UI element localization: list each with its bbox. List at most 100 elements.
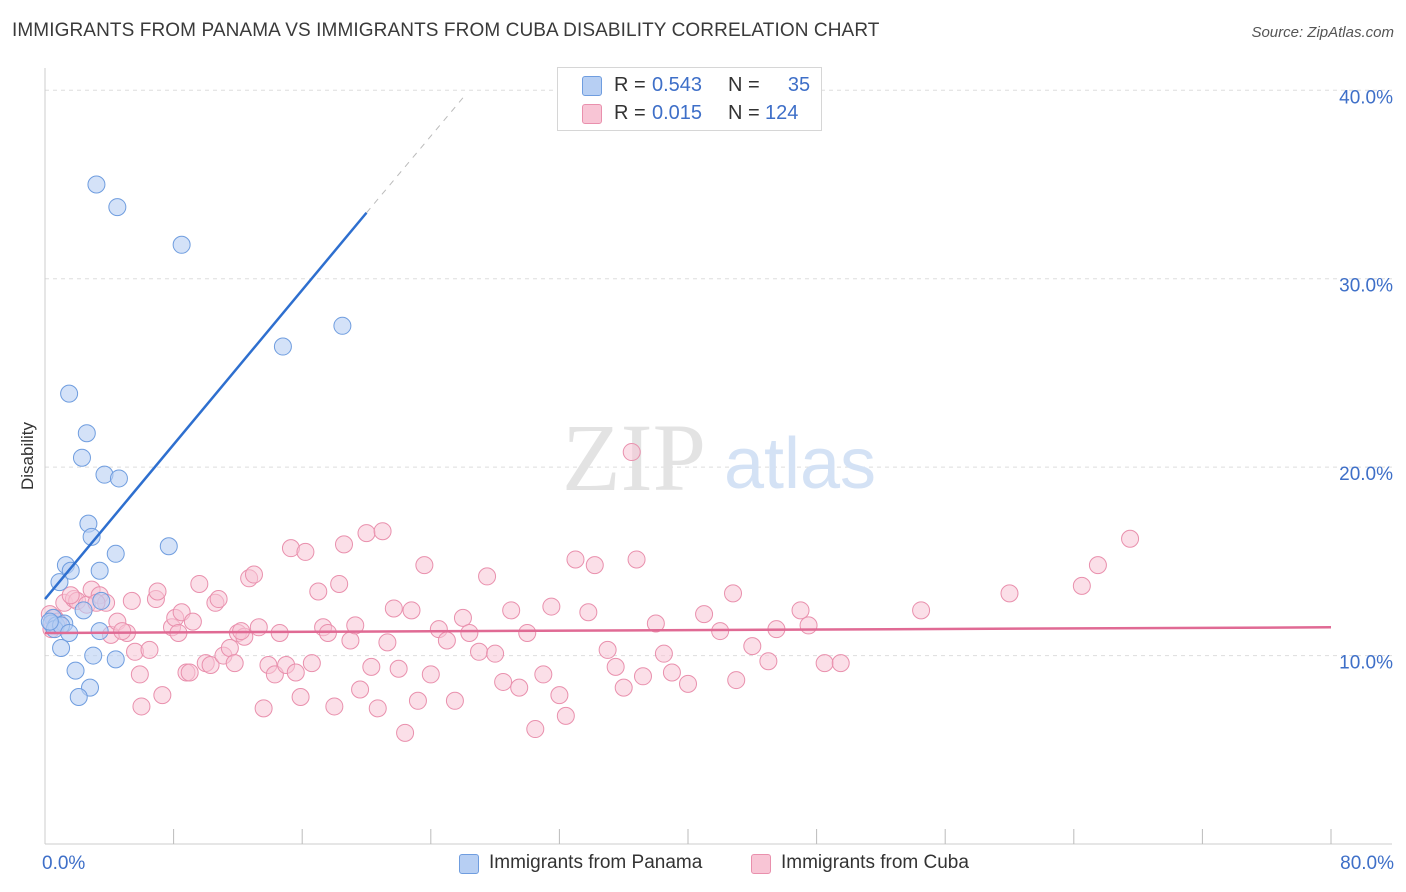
cuba-point xyxy=(351,680,370,699)
cuba-point xyxy=(831,654,850,673)
cuba-point xyxy=(132,697,151,716)
panama-swatch xyxy=(582,76,602,96)
cuba-point xyxy=(408,691,427,710)
cuba-point xyxy=(1000,584,1019,603)
r-label: R = xyxy=(614,74,646,96)
cuba-point xyxy=(633,667,652,686)
panama-point xyxy=(109,469,128,488)
cuba-point xyxy=(534,665,553,684)
cuba-point xyxy=(225,654,244,673)
cuba-point xyxy=(183,612,202,631)
n-label: N = xyxy=(728,102,760,124)
panama-point xyxy=(333,316,352,335)
cuba-point xyxy=(579,603,598,622)
panama-point xyxy=(87,175,106,194)
cuba-point xyxy=(330,574,349,593)
series-panama-points xyxy=(40,175,352,707)
cuba-point xyxy=(478,567,497,586)
cuba-point xyxy=(445,691,464,710)
cuba-point xyxy=(378,633,397,652)
cuba-point xyxy=(415,556,434,575)
panama-point xyxy=(74,601,93,620)
cuba-point xyxy=(743,637,762,656)
x-tick-label-min: 0.0% xyxy=(42,853,86,874)
cuba-point xyxy=(585,556,604,575)
cuba-point xyxy=(566,550,585,569)
cuba-point xyxy=(421,665,440,684)
panama-point xyxy=(66,661,85,680)
cuba-point xyxy=(373,522,392,541)
cuba-point xyxy=(627,550,646,569)
cuba-point xyxy=(486,644,505,663)
cuba-point xyxy=(153,686,172,705)
panama-point xyxy=(40,612,59,631)
panama-point xyxy=(108,198,127,217)
cuba-point xyxy=(61,586,80,605)
cuba-point xyxy=(396,723,415,742)
cuba-point xyxy=(130,665,149,684)
cuba-point xyxy=(334,535,353,554)
cuba-swatch xyxy=(582,104,602,124)
n-value: 124 xyxy=(765,102,799,124)
cuba-point xyxy=(389,659,408,678)
cuba-point xyxy=(622,443,641,462)
cuba-point xyxy=(296,542,315,561)
cuba-point xyxy=(453,608,472,627)
panama-point xyxy=(69,688,88,707)
cuba-point xyxy=(912,601,931,620)
y-tick-label: 30.0% xyxy=(1339,276,1393,297)
cuba-point xyxy=(614,678,633,697)
y-tick-label: 40.0% xyxy=(1339,87,1393,108)
panama-point xyxy=(84,646,103,665)
panama-swatch xyxy=(459,854,479,874)
cuba-point xyxy=(727,671,746,690)
cuba-point xyxy=(384,599,403,618)
cuba-point xyxy=(357,524,376,543)
cuba-point xyxy=(550,686,569,705)
cuba-point xyxy=(598,640,617,659)
cuba-point xyxy=(1088,556,1107,575)
cuba-point xyxy=(220,639,239,658)
cuba-point xyxy=(362,657,381,676)
cuba-point xyxy=(494,672,513,691)
panama-point xyxy=(172,235,191,254)
r-value: 0.015 xyxy=(652,102,703,124)
cuba-point xyxy=(606,657,625,676)
panama-point xyxy=(52,639,71,658)
cuba-swatch xyxy=(751,854,771,874)
panama-point xyxy=(106,544,125,563)
panama-trend-extension xyxy=(366,97,464,214)
cuba-point xyxy=(662,663,681,682)
cuba-point xyxy=(1121,529,1140,548)
watermark-atlas: atlas xyxy=(724,424,876,504)
cuba-point xyxy=(526,720,545,739)
legend-label: Immigrants from Panama xyxy=(489,852,703,873)
cuba-point xyxy=(695,605,714,624)
panama-point xyxy=(273,337,292,356)
legend-label: Immigrants from Cuba xyxy=(781,852,969,873)
cuba-point xyxy=(518,623,537,642)
cuba-point xyxy=(437,631,456,650)
panama-point xyxy=(90,561,109,580)
cuba-point xyxy=(244,565,263,584)
y-tick-label: 20.0% xyxy=(1339,464,1393,485)
chart-title: IMMIGRANTS FROM PANAMA VS IMMIGRANTS FRO… xyxy=(12,20,880,41)
chart-source: Source: ZipAtlas.com xyxy=(1251,24,1394,41)
axes-layer xyxy=(44,68,1392,845)
panama-point xyxy=(106,650,125,669)
series-cuba-points xyxy=(40,443,1140,742)
cuba-point xyxy=(302,654,321,673)
cuba-point xyxy=(140,640,159,659)
cuba-point xyxy=(510,678,529,697)
cuba-point xyxy=(799,616,818,635)
cuba-point xyxy=(309,582,328,601)
cuba-point xyxy=(113,622,132,641)
trend-layer xyxy=(44,97,1332,635)
cuba-point xyxy=(460,623,479,642)
legend: Immigrants from Panama Immigrants from C… xyxy=(0,852,1406,878)
cuba-point xyxy=(291,688,310,707)
panama-point xyxy=(92,591,111,610)
n-value: 35 xyxy=(787,74,811,96)
cuba-point xyxy=(815,654,834,673)
